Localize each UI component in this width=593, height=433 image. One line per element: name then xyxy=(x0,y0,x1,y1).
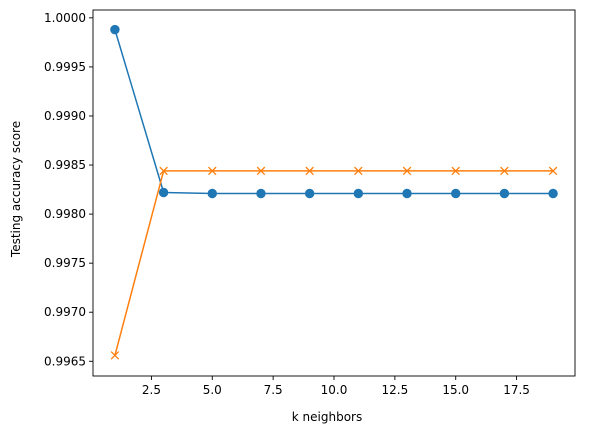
series-2-point xyxy=(110,351,120,360)
series-1-line xyxy=(114,29,554,195)
x-axis-title: k neighbors xyxy=(292,410,362,424)
series-2-point xyxy=(402,166,412,176)
y-axis-title: Testing accuracy score xyxy=(9,121,23,258)
y-tick-label: 0.9985 xyxy=(44,158,86,172)
series-2-point xyxy=(354,166,363,176)
y-tick-label: 0.9970 xyxy=(44,305,86,319)
series-1-point xyxy=(207,188,217,199)
x-axis: 2.5 5.0 7.5 10.0 12.5 15.0 17.5 xyxy=(142,376,530,397)
plot-frame xyxy=(92,9,576,377)
y-axis: 0.9965 0.9970 0.9975 0.9980 0.9985 0.9990 0.99… xyxy=(44,11,93,368)
series-2 xyxy=(110,166,558,360)
series-1-point xyxy=(304,188,315,199)
x-tick-label: 10.0 xyxy=(321,383,348,397)
series-1 xyxy=(110,24,558,199)
y-tick-label: 1.0000 xyxy=(44,11,86,25)
series-1-point xyxy=(256,188,266,199)
series-2-point xyxy=(305,166,314,176)
y-tick-label: 0.9990 xyxy=(44,109,86,123)
x-tick-label: 12.5 xyxy=(381,383,408,397)
series-1-point xyxy=(353,188,364,199)
y-tick-label: 0.9975 xyxy=(44,256,86,270)
series-2-point xyxy=(548,166,558,176)
series-2-point xyxy=(256,166,266,176)
series-1-point xyxy=(451,188,461,199)
x-tick-label: 15.0 xyxy=(442,383,469,397)
series-2-point xyxy=(208,166,217,176)
series-layer xyxy=(110,24,558,360)
x-tick-label: 5.0 xyxy=(203,383,222,397)
series-1-point xyxy=(402,188,412,199)
x-tick-label: 2.5 xyxy=(142,383,161,397)
x-tick-label: 17.5 xyxy=(503,383,530,397)
y-tick-label: 0.9995 xyxy=(44,60,86,74)
series-1-point xyxy=(110,24,120,35)
series-2-point xyxy=(159,166,168,176)
series-2-line xyxy=(114,170,554,356)
series-1-point xyxy=(548,188,558,199)
series-1-point xyxy=(499,188,510,199)
x-tick-label: 7.5 xyxy=(264,383,283,397)
series-2-point xyxy=(500,166,509,176)
series-2-point xyxy=(451,166,460,176)
series-1-point xyxy=(158,187,169,198)
y-tick-label: 0.9980 xyxy=(44,207,86,221)
y-tick-label: 0.9965 xyxy=(44,354,86,368)
